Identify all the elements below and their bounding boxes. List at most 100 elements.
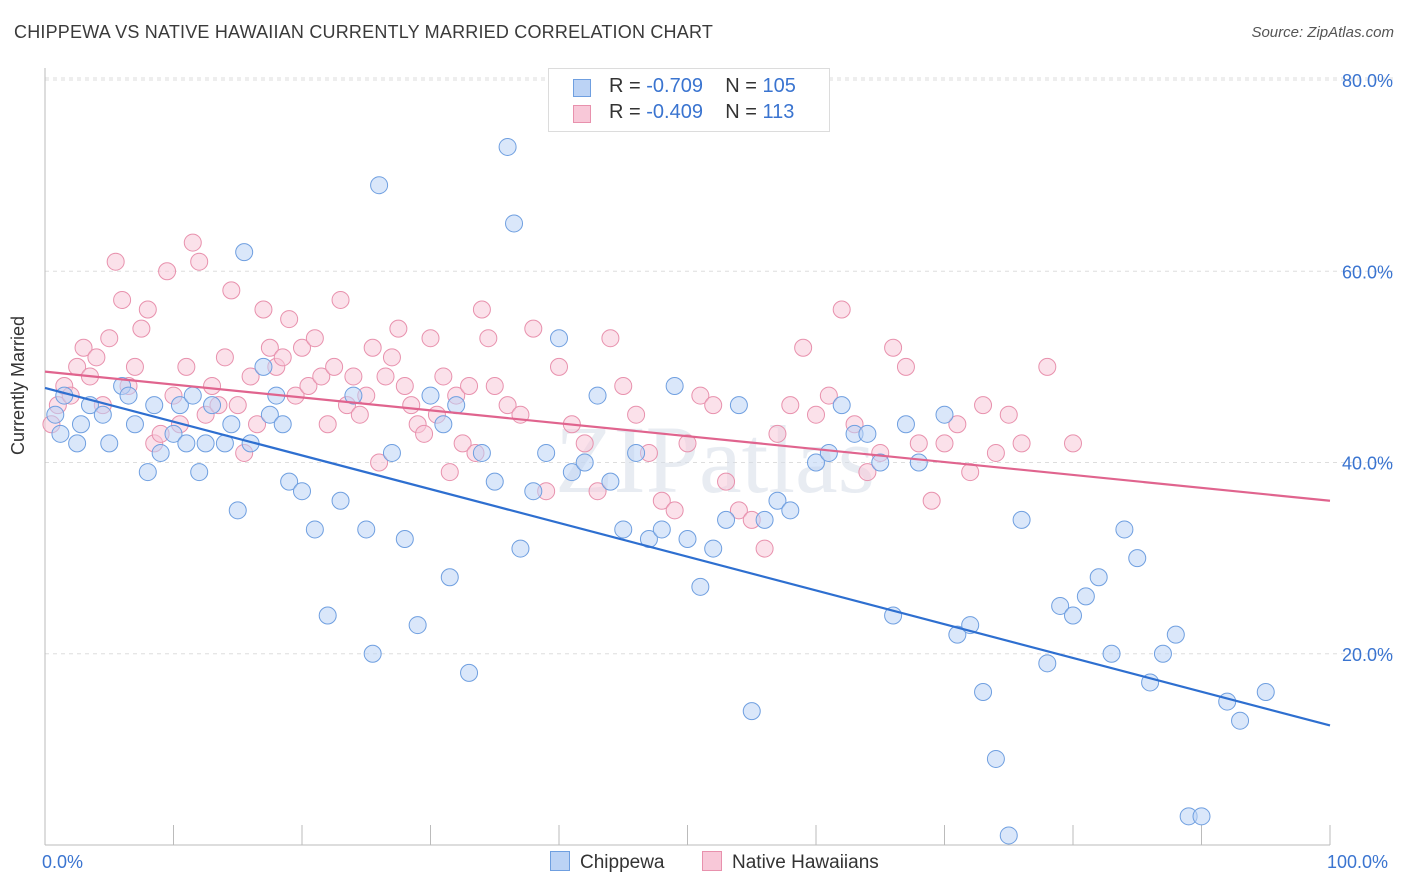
- native-hawaiians-point: [807, 405, 825, 424]
- chippewa-point: [1089, 568, 1108, 587]
- chippewa-point: [1012, 510, 1031, 529]
- chippewa-point: [235, 243, 254, 262]
- native-hawaiians-point: [280, 310, 299, 329]
- native-hawaiians-point: [948, 415, 967, 434]
- chippewa-point: [93, 405, 112, 424]
- y-axis-label: Currently Married: [8, 315, 28, 455]
- chippewa-point: [768, 491, 787, 510]
- chippewa-point: [1051, 596, 1070, 615]
- chippewa-point: [986, 749, 1005, 768]
- chippewa-point: [498, 137, 517, 156]
- native-hawaiians-point: [415, 424, 434, 443]
- chippewa-point: [871, 453, 890, 472]
- native-hawaiians-point: [479, 329, 498, 348]
- y-tick-label: 80.0%: [1342, 71, 1393, 91]
- correlation-legend: R = -0.709 N = 105 R = -0.409 N = 113: [548, 68, 830, 132]
- legend-r-value: -0.409: [646, 101, 703, 123]
- native-hawaiians-point: [665, 501, 684, 520]
- bottom-legend-native-hawaiians: Native Hawaiians: [702, 851, 879, 874]
- chippewa-point: [51, 424, 70, 443]
- chippewa-point: [196, 434, 215, 453]
- native-hawaiians-point: [125, 357, 144, 376]
- chippewa-point: [254, 357, 273, 376]
- chippewa-point: [948, 625, 967, 644]
- native-hawaiians-point: [1064, 434, 1082, 453]
- chippewa-point: [537, 443, 556, 462]
- native-hawaiians-point: [1038, 357, 1057, 376]
- native-hawaiians-point: [678, 434, 697, 453]
- native-hawaiians-point: [652, 491, 671, 510]
- chippewa-swatch: [573, 79, 591, 97]
- chippewa-point: [305, 520, 324, 539]
- native-hawaiians-point: [312, 367, 331, 386]
- native-hawaiians-point: [382, 348, 401, 367]
- chippewa-point: [1115, 520, 1134, 539]
- native-hawaiians-point: [248, 415, 267, 434]
- chippewa-point: [183, 386, 202, 405]
- chippewa-point: [627, 443, 646, 462]
- chippewa-point: [472, 443, 491, 462]
- native-hawaiians-point: [305, 329, 324, 348]
- grid-lines: [45, 77, 1393, 655]
- chippewa-point: [511, 539, 530, 558]
- chippewa-point: [974, 683, 993, 701]
- chippewa-point: [909, 453, 928, 472]
- native-hawaiians-point: [203, 377, 222, 395]
- native-hawaiians-point: [395, 377, 414, 395]
- trend-lines: [44, 370, 1331, 727]
- chippewa-point: [1102, 644, 1121, 663]
- native-hawaiians-point: [106, 252, 125, 271]
- chippewa-point: [1064, 606, 1082, 625]
- chippewa-point: [691, 577, 710, 596]
- chippewa-point: [832, 396, 851, 415]
- chippewa-point: [562, 463, 581, 482]
- chippewa-point: [293, 482, 311, 501]
- chippewa-point: [395, 530, 414, 548]
- native-hawaiians-point: [896, 357, 915, 376]
- chippewa-point: [588, 386, 607, 405]
- y-tick-label: 60.0%: [1342, 262, 1393, 282]
- chippewa-point: [1153, 644, 1172, 663]
- native-hawaiians-point: [434, 367, 453, 386]
- native-hawaiians-point: [717, 472, 736, 491]
- chippewa-point: [318, 606, 337, 625]
- y-tick-label: 20.0%: [1342, 645, 1393, 665]
- native-hawaiians-point: [832, 300, 851, 319]
- native-hawaiians-point: [100, 329, 119, 348]
- chippewa-point: [858, 424, 877, 443]
- chippewa-point: [260, 405, 279, 424]
- native-hawaiians-point: [376, 367, 395, 386]
- native-hawaiians-point: [768, 424, 787, 443]
- native-hawaiians-point: [601, 329, 620, 348]
- chippewa-point: [190, 463, 209, 482]
- chippewa-point: [485, 472, 504, 491]
- native-hawaiians-point: [318, 415, 337, 434]
- axes: [44, 68, 1331, 846]
- chippewa-point: [678, 530, 697, 548]
- chippewa-point: [781, 501, 800, 520]
- native-hawaiians-legend-label: Native Hawaiians: [732, 852, 879, 873]
- native-hawaiians-point: [241, 367, 260, 386]
- native-hawaiians-point: [691, 386, 710, 405]
- native-hawaiians-point: [273, 348, 292, 367]
- native-hawaiians-point: [472, 300, 491, 319]
- chippewa-point: [524, 482, 543, 501]
- native-hawaiians-point: [704, 396, 723, 415]
- x-tick-label-min: 0.0%: [42, 852, 84, 872]
- chippewa-point: [280, 472, 299, 491]
- native-hawaiians-point: [935, 434, 954, 453]
- chippewa-point: [935, 405, 954, 424]
- legend-r-value: -0.709: [646, 75, 703, 97]
- native-hawaiians-point: [453, 434, 472, 453]
- chippewa-point: [357, 520, 376, 539]
- chippewa-point: [228, 501, 247, 520]
- native-hawaiians-point: [498, 396, 517, 415]
- chippewa-legend-label: Chippewa: [580, 852, 665, 873]
- chippewa-point: [447, 396, 466, 415]
- native-hawaiians-point: [1012, 434, 1031, 453]
- chippewa-point: [1256, 683, 1275, 701]
- source-label: Source: ZipAtlas.com: [1251, 24, 1394, 41]
- chippewa-point: [505, 214, 524, 233]
- native-hawaiians-point: [402, 396, 421, 415]
- chippewa-point: [614, 520, 633, 539]
